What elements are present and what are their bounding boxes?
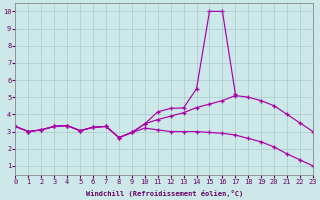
X-axis label: Windchill (Refroidissement éolien,°C): Windchill (Refroidissement éolien,°C) xyxy=(85,190,243,197)
